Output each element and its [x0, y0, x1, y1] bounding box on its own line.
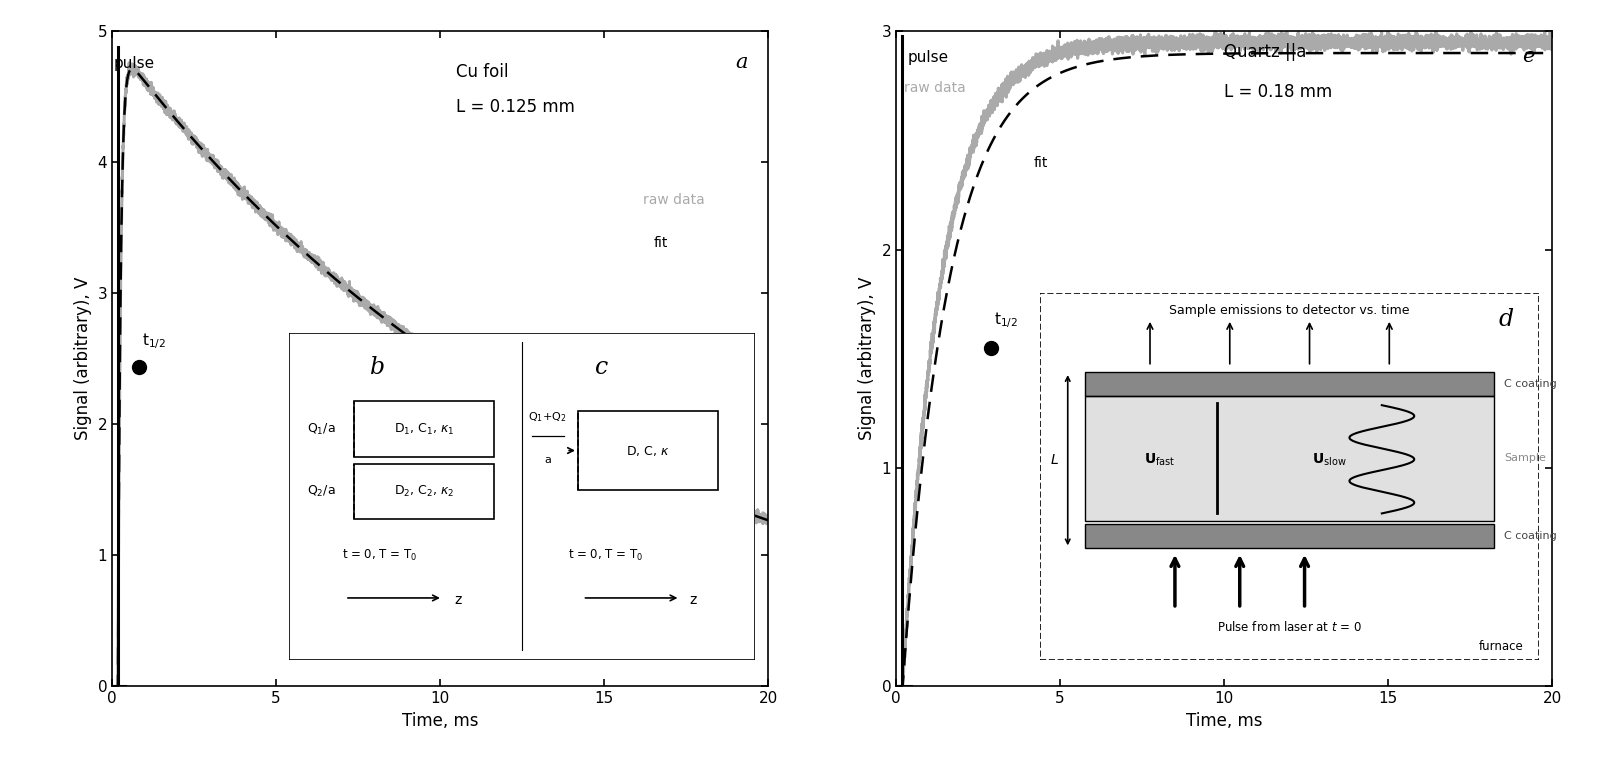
Text: L = 0.125 mm: L = 0.125 mm [456, 98, 576, 116]
Text: L = 0.18 mm: L = 0.18 mm [1224, 83, 1333, 101]
Text: pulse: pulse [114, 56, 155, 71]
Text: t$_{1/2}$: t$_{1/2}$ [141, 331, 165, 351]
Text: a: a [736, 53, 747, 72]
Y-axis label: Signal (arbitrary), V: Signal (arbitrary), V [74, 277, 91, 441]
X-axis label: Time, ms: Time, ms [402, 712, 478, 730]
Text: e: e [1523, 47, 1534, 66]
Text: Cu foil: Cu foil [456, 63, 509, 81]
Text: fit: fit [653, 236, 667, 250]
Y-axis label: Signal (arbitrary), V: Signal (arbitrary), V [858, 277, 875, 441]
Text: raw data: raw data [904, 81, 966, 95]
Text: raw data: raw data [643, 193, 706, 207]
X-axis label: Time, ms: Time, ms [1186, 712, 1262, 730]
Text: Quartz ||a: Quartz ||a [1224, 44, 1306, 62]
Text: t$_{1/2}$: t$_{1/2}$ [995, 310, 1018, 331]
Text: pulse: pulse [907, 50, 949, 65]
Text: fit: fit [1034, 155, 1048, 169]
